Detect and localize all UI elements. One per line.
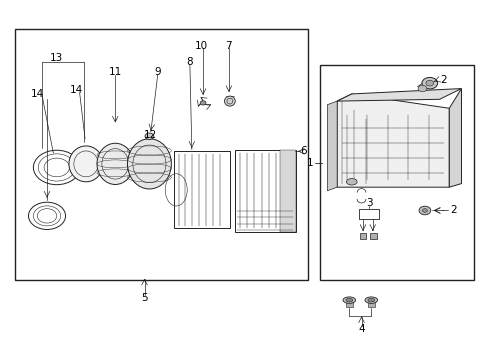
Bar <box>280 149 295 232</box>
Text: 14: 14 <box>69 85 83 95</box>
Circle shape <box>421 77 437 89</box>
Polygon shape <box>448 89 461 187</box>
Ellipse shape <box>346 179 356 185</box>
Text: 8: 8 <box>186 57 193 67</box>
Bar <box>367 300 374 307</box>
Text: 14: 14 <box>31 89 44 99</box>
Circle shape <box>422 209 427 212</box>
Ellipse shape <box>364 297 377 303</box>
Text: 1: 1 <box>306 158 313 168</box>
Bar <box>15 30 307 280</box>
Circle shape <box>200 101 205 105</box>
Bar <box>173 151 229 228</box>
Polygon shape <box>336 89 461 101</box>
Ellipse shape <box>145 133 154 139</box>
Bar <box>320 65 473 280</box>
Text: 3: 3 <box>365 198 372 208</box>
Polygon shape <box>327 101 336 191</box>
Text: 2: 2 <box>449 206 456 216</box>
Ellipse shape <box>367 298 374 302</box>
Text: 12: 12 <box>144 130 157 140</box>
Bar <box>234 149 295 232</box>
Text: 4: 4 <box>358 324 364 334</box>
Text: 11: 11 <box>108 67 122 77</box>
Text: 2: 2 <box>439 75 446 85</box>
Bar <box>369 233 376 239</box>
Ellipse shape <box>127 139 171 189</box>
Circle shape <box>418 206 430 215</box>
Bar <box>359 233 366 239</box>
Text: 9: 9 <box>154 67 161 77</box>
Polygon shape <box>336 94 448 187</box>
Bar <box>346 300 352 307</box>
Ellipse shape <box>97 143 133 184</box>
Ellipse shape <box>342 297 355 303</box>
Ellipse shape <box>224 96 235 106</box>
Text: 6: 6 <box>300 146 306 156</box>
Ellipse shape <box>345 298 352 302</box>
Circle shape <box>425 80 433 86</box>
Text: 10: 10 <box>195 41 208 50</box>
Circle shape <box>417 85 426 92</box>
Text: 5: 5 <box>141 293 147 303</box>
Bar <box>358 209 378 220</box>
Text: 13: 13 <box>50 53 63 63</box>
Ellipse shape <box>69 146 103 182</box>
Text: 7: 7 <box>225 41 232 50</box>
